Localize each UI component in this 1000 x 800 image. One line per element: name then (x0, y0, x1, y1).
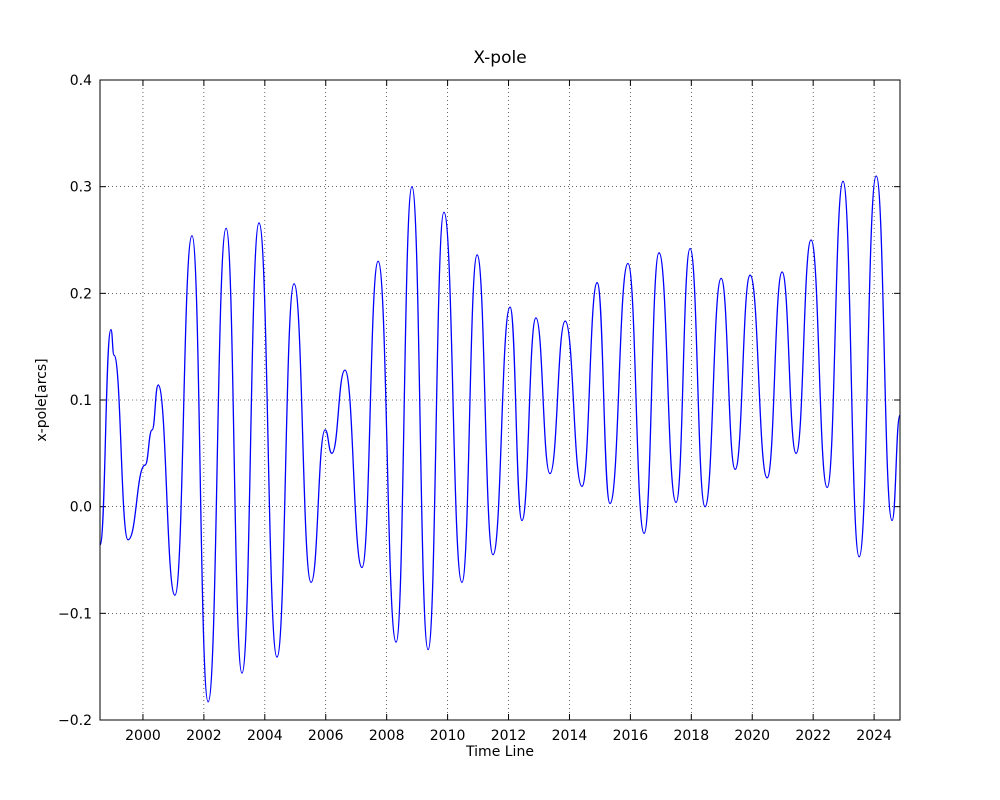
x-axis-label: Time Line (465, 744, 534, 760)
x-tick-label: 2010 (430, 728, 466, 744)
y-tick-label: 0.0 (70, 500, 92, 516)
x-tick-label: 2016 (613, 728, 649, 744)
x-tick-label: 2024 (856, 728, 892, 744)
x-tick-label: 2002 (186, 728, 222, 744)
y-tick-label: 0.2 (70, 286, 92, 302)
x-tick-label: 2022 (795, 728, 831, 744)
x-tick-label: 2004 (247, 728, 283, 744)
y-tick-label: −0.1 (58, 606, 92, 622)
x-tick-label: 2018 (673, 728, 709, 744)
chart-title: X-pole (473, 48, 526, 68)
x-tick-label: 2000 (125, 728, 161, 744)
x-tick-label: 2008 (369, 728, 405, 744)
x-tick-label: 2012 (491, 728, 527, 744)
y-tick-label: 0.3 (70, 180, 92, 196)
y-tick-label: 0.1 (70, 393, 92, 409)
x-tick-label: 2006 (308, 728, 344, 744)
x-tick-label: 2020 (734, 728, 770, 744)
y-tick-label: −0.2 (58, 713, 92, 729)
line-series (99, 175, 901, 703)
plot-frame (99, 79, 901, 721)
y-tick-label: 0.4 (70, 73, 92, 89)
y-axis-label: x-pole[arcs] (34, 358, 50, 441)
x-tick-label: 2014 (552, 728, 588, 744)
